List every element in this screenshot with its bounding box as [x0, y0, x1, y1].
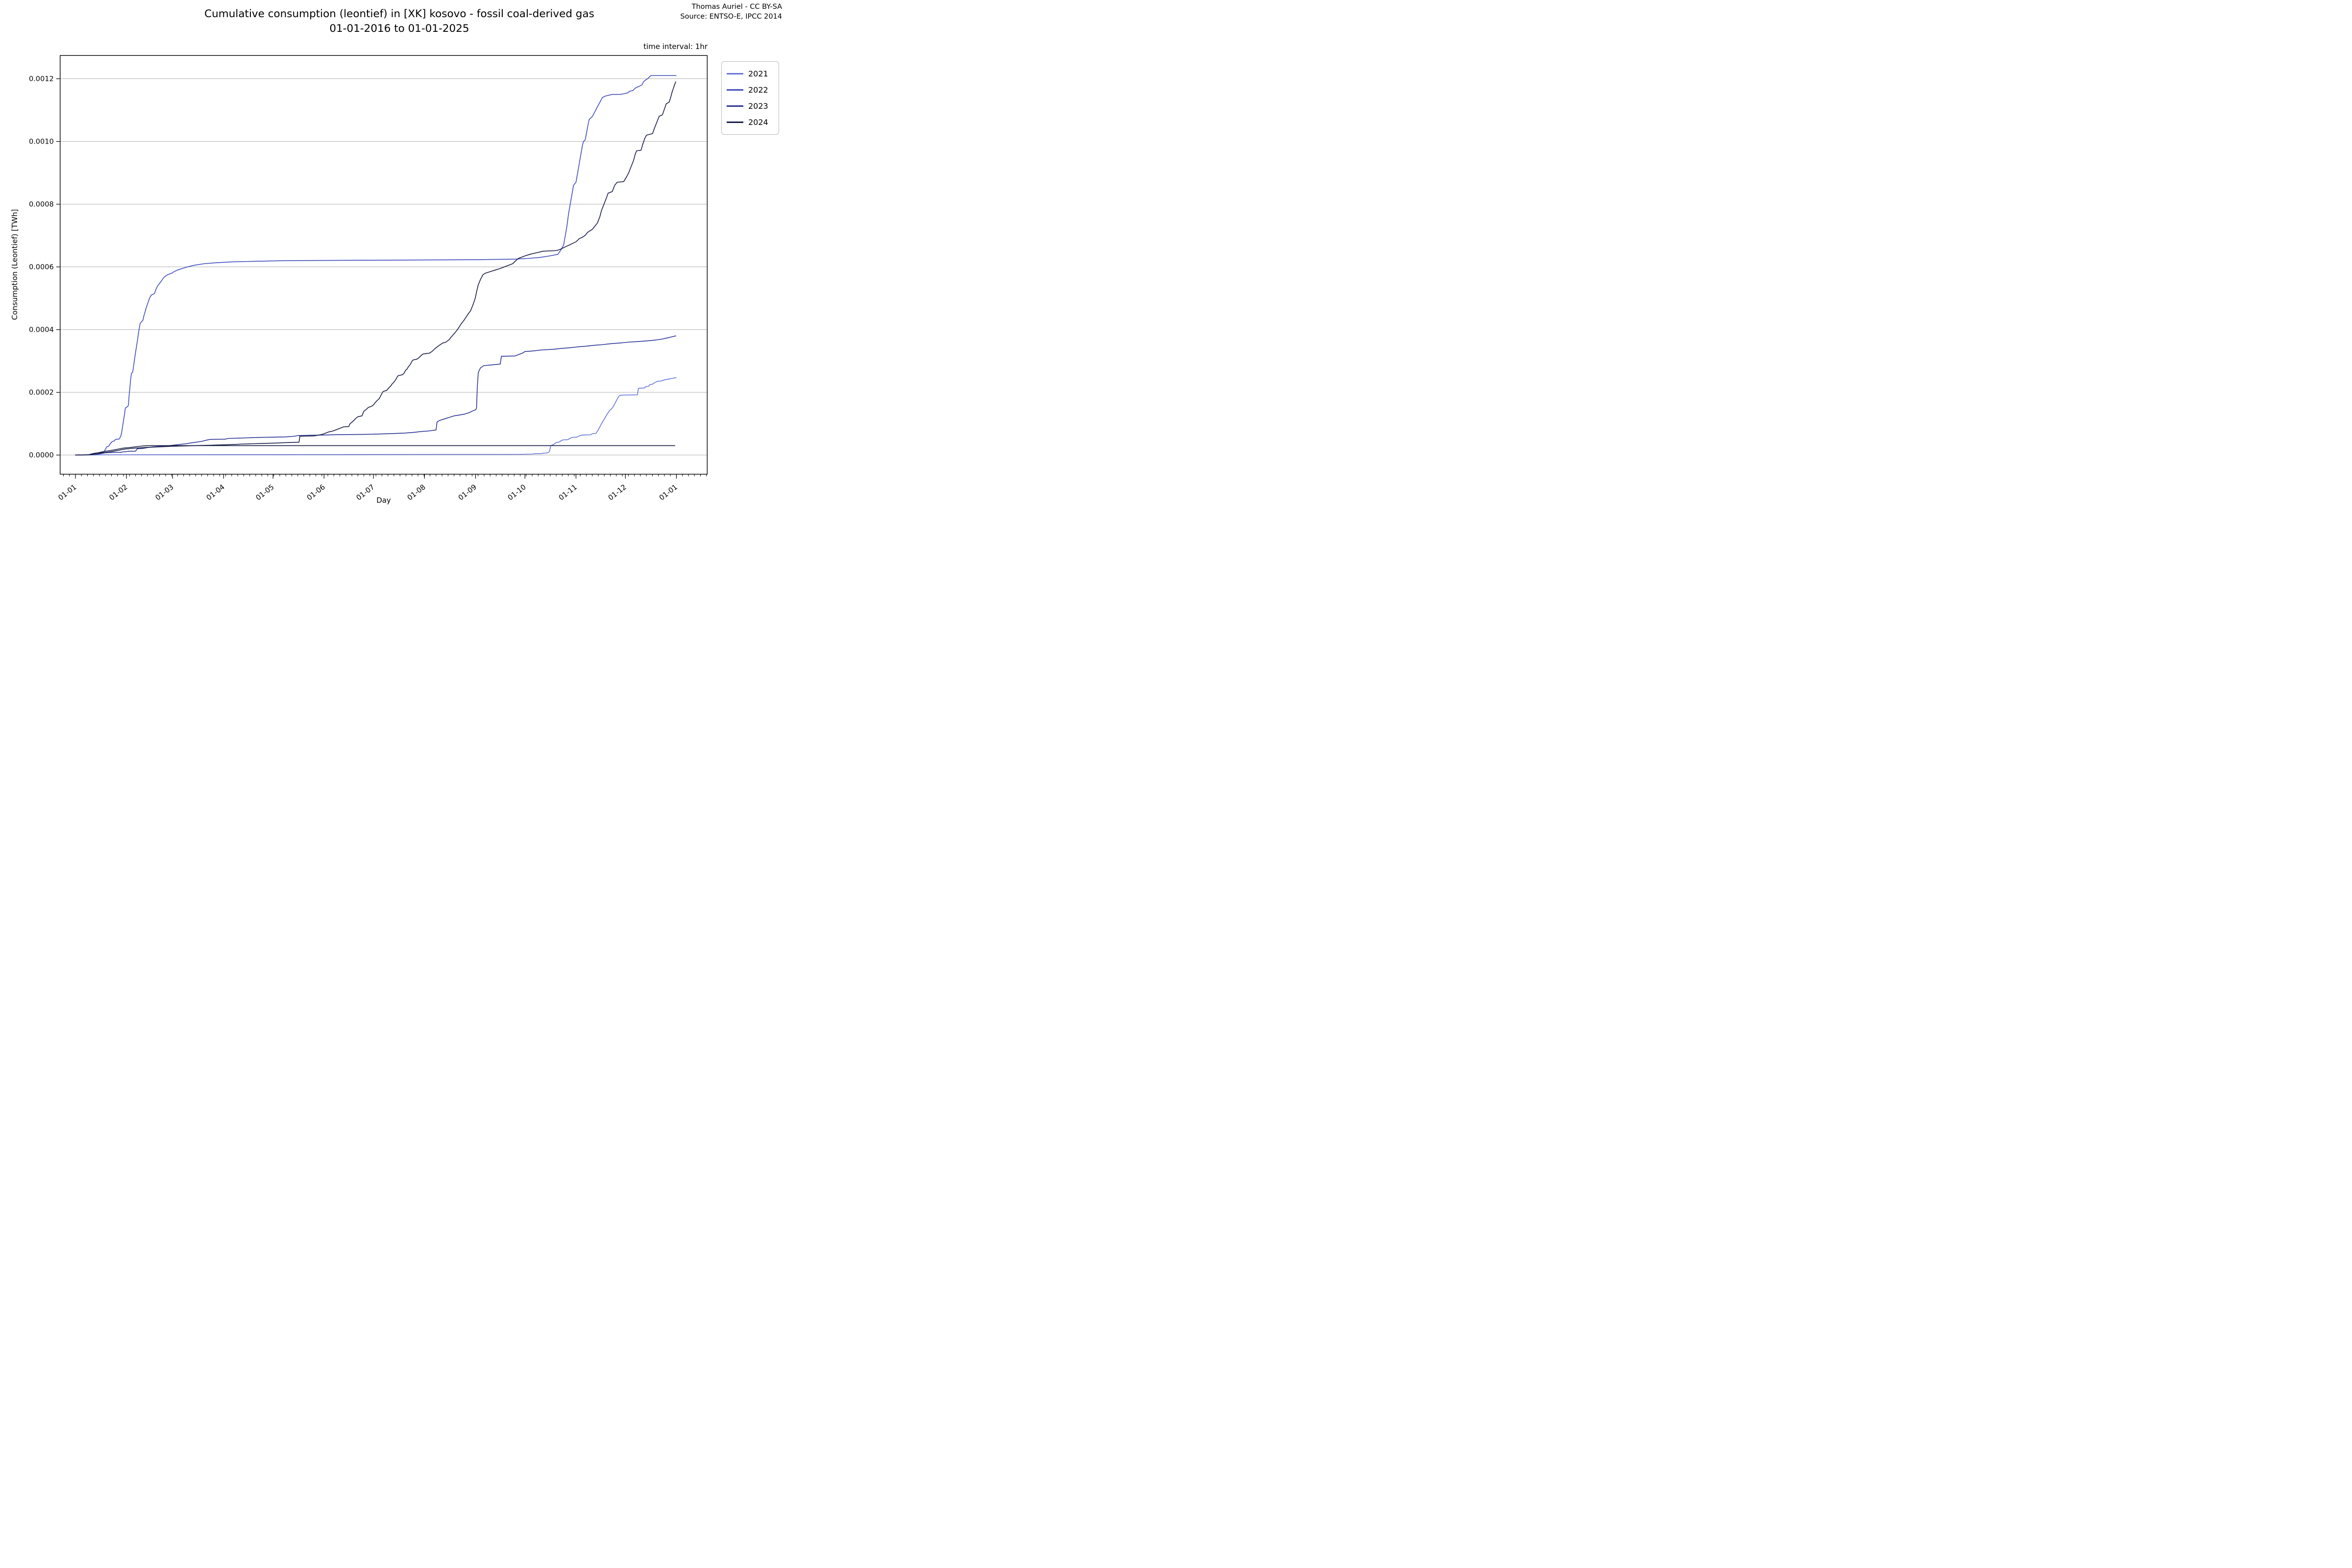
- legend: 2021 2022 2023 2024: [721, 61, 779, 135]
- attribution-source: Source: ENTSO-E, IPCC 2014: [680, 13, 782, 21]
- x-tick-label: 01-01: [57, 483, 78, 502]
- series-line-unlabeled-flat-line: [75, 445, 675, 456]
- x-tick-label: 01-05: [255, 483, 276, 502]
- legend-label-2023: 2023: [748, 101, 768, 111]
- series-line-2024: [75, 81, 676, 456]
- legend-item-2024: 2024: [727, 118, 774, 127]
- plot-border: [59, 55, 708, 475]
- legend-item-2022: 2022: [727, 85, 774, 95]
- legend-item-2021: 2021: [727, 69, 774, 78]
- legend-item-2023: 2023: [727, 101, 774, 111]
- legend-label-2024: 2024: [748, 118, 768, 127]
- legend-swatch-2022: [727, 89, 743, 91]
- series-line-2022: [75, 75, 677, 456]
- y-tick-label: 0.0004: [29, 326, 54, 334]
- x-tick-label: 01-03: [154, 483, 175, 502]
- legend-swatch-2021: [727, 73, 743, 74]
- figure: { "page": { "title_line1": "Cumulative c…: [0, 0, 784, 523]
- legend-label-2021: 2021: [748, 69, 768, 78]
- x-tick-label: 01-09: [457, 483, 478, 502]
- attribution: Thomas Auriel - CC BY-SA Source: ENTSO-E…: [680, 2, 782, 22]
- chart-title: Cumulative consumption (leontief) in [XK…: [59, 7, 740, 36]
- x-tick-label: 01-02: [108, 483, 129, 502]
- time-interval-note: time interval: 1hr: [643, 42, 708, 51]
- x-tick-label: 01-04: [205, 483, 226, 502]
- y-tick-label: 0.0002: [29, 389, 54, 397]
- y-tick-label: 0.0010: [29, 138, 54, 146]
- x-tick-label: 01-08: [406, 483, 427, 502]
- x-tick-label: 01-10: [507, 483, 528, 502]
- x-tick-label: 01-07: [355, 483, 376, 502]
- plot-area: [60, 55, 708, 474]
- x-tick-label: 01-06: [306, 483, 327, 502]
- legend-swatch-2023: [727, 105, 743, 107]
- y-tick-label: 0.0008: [29, 201, 54, 209]
- legend-label-2022: 2022: [748, 85, 768, 95]
- x-tick-label: 01-11: [558, 483, 579, 502]
- chart-title-line2: 01-01-2016 to 01-01-2025: [329, 22, 469, 35]
- y-tick-label: 0.0012: [29, 75, 54, 83]
- y-tick-label: 0.0006: [29, 264, 54, 271]
- chart-title-line1: Cumulative consumption (leontief) in [XK…: [204, 8, 594, 20]
- chart-svg: 0.0000 0.0002 0.0004 0.0006 0.0008 0.0010 0.00…: [29, 55, 708, 502]
- legend-swatch-2024: [727, 122, 743, 123]
- x-axis-label: Day: [376, 496, 391, 505]
- series-line-2021: [75, 377, 677, 456]
- y-tick-label: 0.0000: [29, 452, 54, 460]
- x-tick-label: 01-12: [607, 483, 628, 502]
- x-tick-label: 01-01: [658, 483, 679, 502]
- attribution-author: Thomas Auriel - CC BY-SA: [691, 3, 782, 11]
